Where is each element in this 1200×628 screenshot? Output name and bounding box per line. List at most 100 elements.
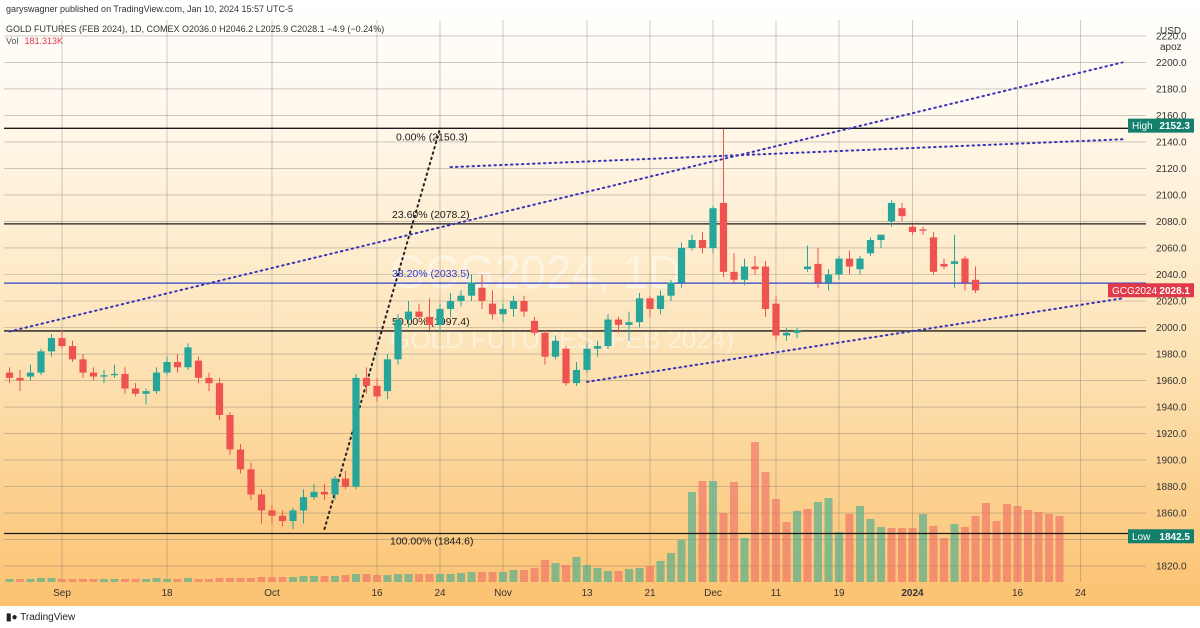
candle-body	[110, 373, 119, 376]
volume-bar	[509, 570, 518, 582]
candle-body	[310, 491, 318, 498]
candle-body	[299, 497, 308, 511]
candle-body	[656, 295, 665, 309]
candle-body	[152, 372, 161, 392]
candle-body	[572, 369, 581, 384]
volume-bar	[488, 572, 497, 582]
volume-bar	[520, 570, 528, 582]
ohlc-legend: GOLD FUTURES (FEB 2024), 1D, COMEX O2036…	[6, 24, 385, 34]
volume-bar	[866, 519, 875, 582]
trend-line	[449, 138, 1124, 169]
volume-bar	[950, 524, 959, 582]
candle-body	[541, 332, 549, 357]
candle-body	[562, 348, 570, 384]
candle-body	[499, 308, 507, 315]
price-axis[interactable]: USD apoz 1820.01840.01860.01880.01900.01…	[1156, 26, 1187, 573]
candle-body	[16, 377, 24, 381]
candle-body	[100, 375, 108, 377]
time-tick-label: 21	[644, 588, 656, 599]
candle-body	[824, 274, 833, 283]
price-tick-label: 2000.0	[1156, 323, 1187, 334]
price-tick-label: 2160.0	[1156, 111, 1187, 122]
volume-bar	[58, 579, 66, 582]
volume-bar	[1055, 516, 1064, 582]
candle-body	[520, 301, 528, 312]
time-tick-label: Nov	[494, 588, 512, 599]
candle-body	[352, 377, 360, 487]
price-tick-label: 2040.0	[1156, 270, 1187, 281]
time-tick-label: Oct	[264, 588, 280, 599]
time-tick-label: 24	[434, 588, 446, 599]
candle-body	[530, 320, 539, 333]
candle-body	[89, 372, 98, 377]
volume-bar	[877, 527, 885, 582]
volume-bar	[688, 492, 696, 582]
volume-bar	[446, 574, 455, 582]
volume-bar	[68, 579, 77, 582]
price-tick-label: 2020.0	[1156, 297, 1187, 308]
candle-body	[373, 385, 381, 397]
volume-bar	[677, 540, 686, 582]
volume-bar	[562, 565, 570, 582]
candle-body	[247, 469, 255, 495]
volume-bar	[173, 579, 182, 582]
candle-body	[184, 347, 192, 368]
volume-bar	[310, 576, 318, 582]
candle-body	[205, 377, 213, 384]
volume-bar	[583, 565, 591, 582]
candle-body	[404, 311, 413, 320]
candle-body	[625, 322, 633, 325]
volume-bar	[614, 571, 623, 582]
price-tick-label: 1960.0	[1156, 376, 1187, 387]
volume-value: 181.313K	[24, 36, 64, 46]
volume-bar	[79, 579, 87, 582]
publisher-line: garyswagner published on TradingView.com…	[6, 4, 294, 14]
volume-bar	[730, 482, 738, 582]
candle-body	[236, 449, 245, 470]
candle-body	[131, 388, 140, 394]
volume-bar	[1003, 504, 1011, 582]
tradingview-logo[interactable]: ▮● TradingView	[6, 612, 75, 623]
volume-legend: Vol 181.313K	[6, 36, 63, 46]
grid	[4, 20, 1146, 582]
volume-bar	[835, 532, 843, 582]
volume-bar	[761, 472, 770, 582]
volume-bar	[415, 574, 423, 582]
candle-body	[803, 266, 812, 270]
candle-body	[394, 319, 402, 360]
fib-level-label: 38.20% (2033.5)	[392, 268, 470, 280]
volume-bar	[278, 577, 287, 582]
candle-body	[467, 282, 476, 296]
candle-body	[331, 478, 339, 495]
volume-bar	[467, 572, 476, 582]
price-tag-box	[1128, 529, 1194, 544]
volume-bar	[887, 528, 896, 582]
volume-bar	[530, 568, 539, 582]
candle-body	[740, 266, 749, 280]
time-tick-label: 11	[771, 588, 782, 599]
price-tag-value: 1842.5	[1159, 532, 1190, 543]
candle-body	[37, 351, 45, 373]
time-axis[interactable]: Sep 18 Oct 16 24 Nov 13 21 Dec 11 19 2024 16 24	[53, 588, 1086, 599]
volume-bar	[940, 538, 948, 582]
volume-bar	[152, 578, 161, 582]
candle-body	[268, 510, 276, 516]
volume-bar	[898, 528, 906, 582]
volume-bar	[478, 572, 486, 582]
candle-body	[215, 383, 224, 415]
volume-bar	[740, 538, 749, 582]
candle-body	[929, 237, 938, 272]
volume-bar	[205, 579, 213, 582]
time-tick-label: 2024	[901, 588, 924, 599]
candle-body	[58, 338, 66, 347]
volume-bar	[257, 577, 266, 582]
time-tick-label: 19	[833, 588, 845, 599]
time-tick-label: 24	[1075, 588, 1087, 599]
volume-bar	[551, 563, 560, 582]
volume-bar	[793, 511, 801, 582]
time-tick-label: 13	[581, 588, 593, 599]
price-tick-label: 2080.0	[1156, 217, 1187, 228]
candle-body	[425, 316, 434, 325]
